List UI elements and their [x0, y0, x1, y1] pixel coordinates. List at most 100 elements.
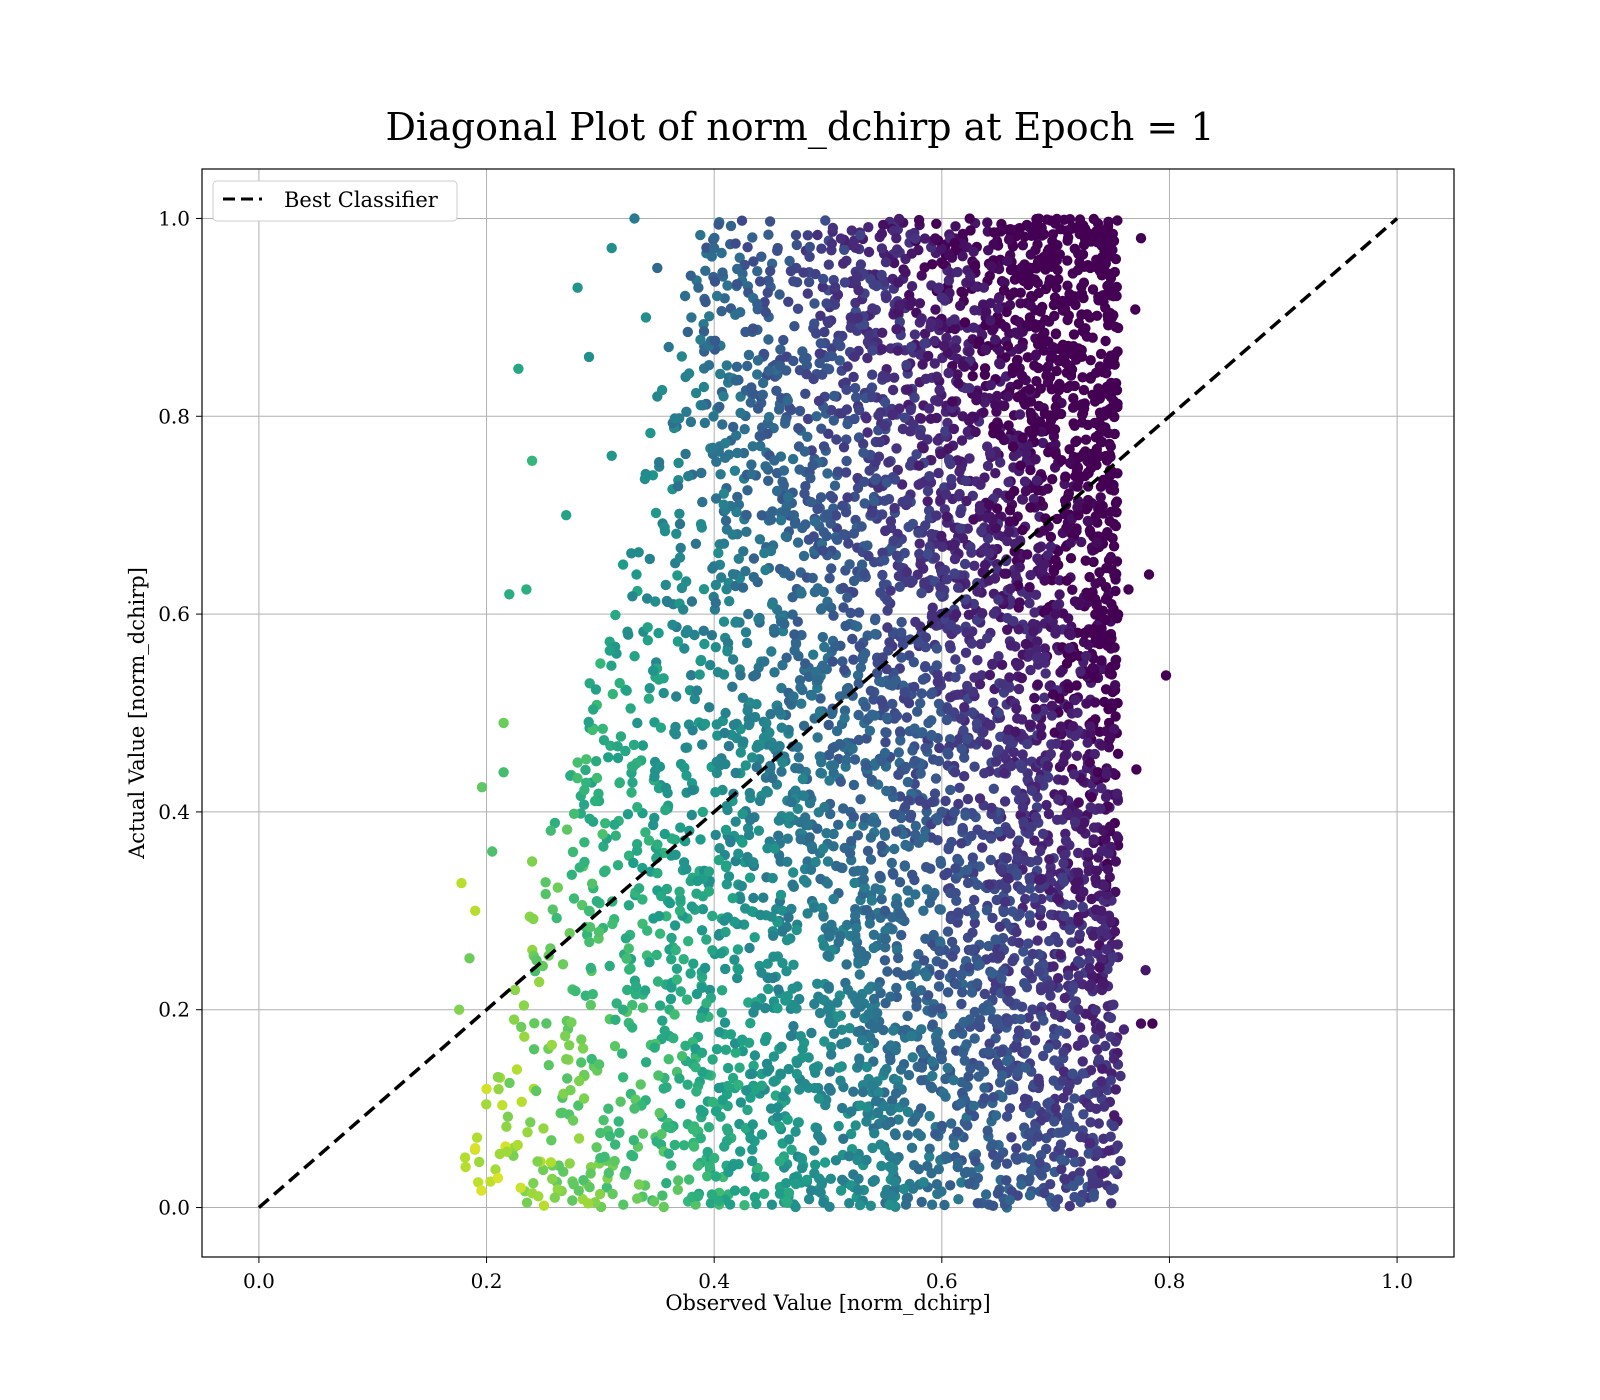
scatter-point	[809, 1082, 820, 1094]
scatter-point	[918, 563, 929, 574]
scatter-point	[1027, 1004, 1038, 1015]
scatter-point	[899, 861, 911, 872]
scatter-point	[1106, 506, 1117, 517]
scatter-point	[992, 303, 1004, 314]
scatter-point	[909, 723, 920, 734]
scatter-point	[1062, 235, 1073, 246]
scatter-point	[1011, 703, 1022, 714]
scatter-point	[609, 1155, 620, 1167]
scatter-point	[723, 871, 735, 882]
scatter-point	[937, 258, 949, 270]
scatter-point	[745, 397, 756, 408]
scatter-point	[839, 277, 851, 288]
scatter-point	[906, 248, 917, 259]
scatter-point	[1054, 589, 1065, 600]
scatter-point	[1108, 1053, 1120, 1064]
scatter-point	[1032, 935, 1043, 946]
scatter-point	[1016, 762, 1027, 774]
scatter-point	[891, 982, 902, 994]
scatter-point	[942, 926, 954, 937]
scatter-point	[762, 958, 773, 969]
scatter-point	[1055, 721, 1067, 732]
scatter-point	[1072, 955, 1084, 967]
scatter-point	[1038, 1015, 1049, 1026]
scatter-point	[710, 579, 722, 591]
scatter-point	[1073, 970, 1085, 981]
scatter-point	[1004, 516, 1015, 527]
scatter-point	[1106, 1198, 1117, 1209]
scatter-point	[901, 712, 913, 723]
scatter-point	[888, 869, 899, 880]
scatter-point	[748, 553, 760, 564]
scatter-point	[819, 641, 830, 653]
scatter-point	[1101, 944, 1112, 955]
scatter-point	[909, 755, 920, 767]
scatter-point	[1082, 737, 1093, 748]
scatter-point	[1044, 854, 1055, 865]
scatter-point	[817, 660, 828, 671]
scatter-point	[1085, 373, 1096, 384]
scatter-point	[850, 392, 862, 403]
scatter-point	[584, 1182, 595, 1193]
scatter-point	[822, 878, 833, 889]
scatter-point	[764, 1063, 775, 1075]
scatter-point	[564, 1040, 575, 1051]
scatter-point	[567, 1115, 579, 1126]
scatter-point	[1059, 910, 1070, 922]
scatter-point	[627, 777, 638, 788]
scatter-point	[1026, 290, 1037, 302]
scatter-point	[610, 830, 621, 841]
scatter-point	[892, 464, 903, 476]
scatter-point	[1050, 328, 1062, 339]
scatter-point	[848, 654, 859, 665]
scatter-point	[1012, 1067, 1023, 1078]
scatter-point	[1083, 467, 1094, 478]
scatter-point	[946, 936, 958, 948]
scatter-point	[962, 1120, 973, 1131]
scatter-point	[734, 1062, 745, 1073]
scatter-point	[1088, 834, 1099, 845]
scatter-point	[812, 823, 823, 834]
scatter-point	[1060, 835, 1072, 846]
scatter-point	[551, 912, 562, 924]
scatter-point	[1094, 638, 1105, 650]
scatter-point	[779, 618, 790, 630]
scatter-point	[669, 413, 680, 424]
scatter-point	[889, 843, 900, 855]
scatter-point	[828, 841, 839, 852]
scatter-point	[1110, 1036, 1121, 1047]
scatter-point	[848, 779, 860, 791]
scatter-point	[609, 1041, 621, 1052]
scatter-point	[531, 1085, 542, 1097]
scatter-point	[683, 471, 694, 482]
scatter-point	[501, 1121, 512, 1132]
scatter-point	[802, 908, 813, 919]
scatter-point	[1003, 420, 1014, 431]
scatter-point	[710, 1105, 722, 1117]
scatter-point	[950, 654, 961, 665]
scatter-point	[879, 1066, 890, 1077]
scatter-point	[547, 1173, 558, 1185]
scatter-point	[1095, 420, 1107, 431]
scatter-point	[568, 893, 580, 904]
scatter-point	[607, 918, 618, 930]
scatter-point	[727, 529, 738, 540]
scatter-point	[735, 747, 746, 758]
scatter-point	[838, 258, 849, 269]
scatter-point	[1002, 872, 1014, 884]
scatter-point	[697, 400, 709, 411]
scatter-point	[816, 423, 827, 434]
scatter-point	[691, 1086, 702, 1097]
scatter-point	[864, 725, 876, 736]
scatter-point	[1044, 277, 1055, 289]
scatter-point	[598, 841, 609, 852]
scatter-point	[1105, 441, 1117, 452]
scatter-point	[675, 822, 686, 833]
scatter-point	[910, 820, 921, 832]
scatter-point	[961, 734, 973, 745]
scatter-point	[893, 747, 904, 758]
scatter-point	[1022, 738, 1033, 750]
scatter-point	[591, 756, 602, 767]
scatter-point	[885, 991, 896, 1002]
scatter-point	[936, 1120, 948, 1132]
